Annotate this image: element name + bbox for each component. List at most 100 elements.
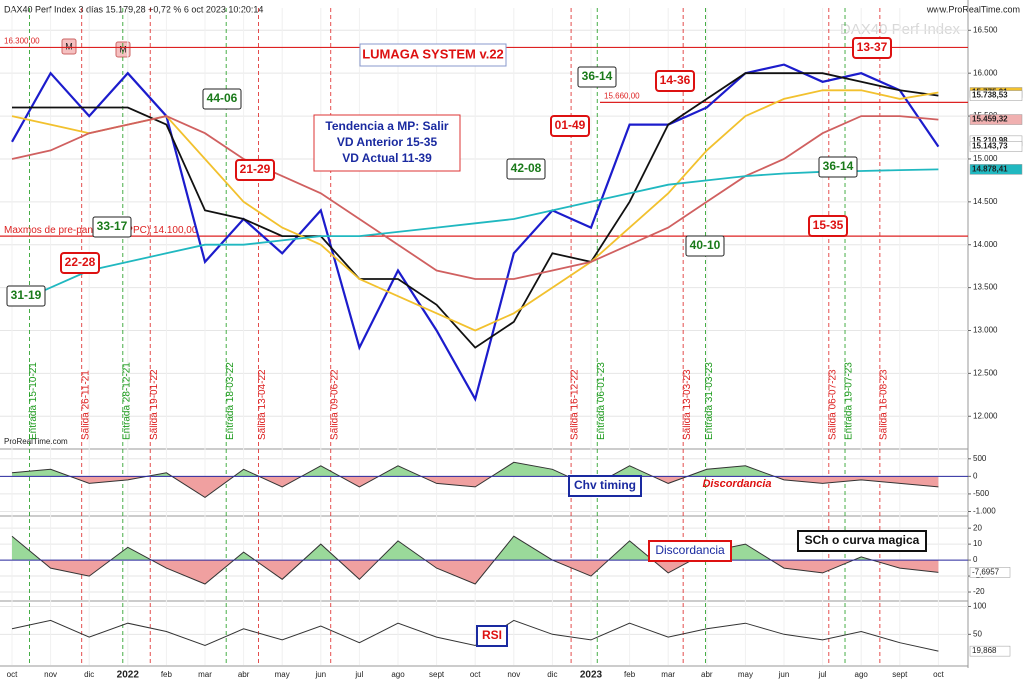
instrument: DAX40 Perf Index 3 días 15.179,28 +0,72 … — [4, 4, 263, 14]
x-tick-label: abr — [701, 670, 713, 679]
price-badge-label: 15.210,98 — [972, 136, 1008, 145]
x-tick-label: may — [738, 670, 753, 679]
price-badge-label: 15.143,73 — [972, 142, 1008, 151]
x-tick-label: oct — [933, 670, 944, 679]
x-tick-label: dic — [84, 670, 94, 679]
y-tick-label: -1.000 — [973, 507, 996, 516]
x-tick-label: dic — [547, 670, 557, 679]
time-box — [852, 37, 892, 59]
signal-label: Entrada 06-01-23 — [596, 362, 607, 440]
series-line — [11, 168, 939, 306]
time-box-label: 13-37 — [857, 40, 888, 54]
time-box-label: 15-35 — [813, 218, 844, 232]
note-line: Tendencia a MP: Salir — [325, 119, 448, 133]
signal-label: Salida 16-12-22 — [570, 369, 581, 440]
time-box-label: 40-10 — [690, 238, 721, 252]
time-box — [818, 156, 858, 178]
price-badge-label: 14.878,41 — [972, 164, 1008, 173]
panel-label: Discordancia — [702, 478, 771, 490]
x-tick-label: ago — [855, 670, 869, 679]
signal-label: Salida 26-11-21 — [80, 370, 91, 440]
time-box-label: 21-29 — [240, 162, 271, 176]
title-box — [359, 43, 507, 67]
y-tick-label: 14.500 — [973, 197, 998, 206]
time-box — [550, 115, 590, 137]
time-box — [506, 158, 546, 180]
time-box — [6, 285, 46, 307]
site: www.ProRealTime.com — [926, 4, 1020, 14]
signal-label: Salida 13-04-22 — [257, 369, 268, 440]
oscillator-line — [11, 535, 939, 585]
x-tick-label: oct — [7, 670, 18, 679]
x-tick-label: oct — [470, 670, 481, 679]
series-line — [12, 72, 939, 349]
value-badge-label: -7,6957 — [972, 567, 1000, 576]
y-tick-label: 20 — [973, 523, 982, 532]
signal-label: Salida 06-07-23 — [827, 369, 838, 440]
x-tick-label: mar — [198, 670, 212, 679]
signal-label: Entrada 18-03-22 — [225, 362, 236, 440]
price-badge-label: 15.738,53 — [972, 91, 1008, 100]
y-tick-label: 12.500 — [973, 368, 998, 377]
panel-label: Discordancia — [655, 543, 725, 557]
y-tick-label: 50 — [973, 629, 982, 638]
negative-area — [69, 476, 939, 498]
level-label: 15.660,00 — [604, 91, 640, 100]
x-tick-label: abr — [238, 670, 250, 679]
price-badge — [969, 90, 1023, 101]
time-box-label: 01-49 — [555, 118, 586, 132]
label-box — [648, 540, 732, 562]
y-tick-label: 500 — [973, 454, 987, 463]
marker: M — [119, 44, 127, 54]
y-tick-label: 16.000 — [973, 68, 998, 77]
y-tick-label: 15.000 — [973, 154, 998, 163]
time-box-label: 31-19 — [11, 288, 42, 302]
positive-area — [12, 462, 939, 477]
signal-label: Entrada 19-07-23 — [844, 362, 855, 440]
time-box — [808, 215, 848, 237]
value-badge-label: 19,868 — [972, 646, 997, 655]
x-tick-label: ago — [391, 670, 405, 679]
x-tick-label: feb — [624, 670, 636, 679]
signal-label: Entrada 31-03-23 — [704, 362, 715, 440]
logo: ProRealTime.com — [4, 437, 68, 446]
value-badge — [969, 645, 1011, 657]
time-box-label: 42-08 — [511, 161, 542, 175]
note-box — [313, 114, 461, 172]
time-box-label: 14-36 — [660, 73, 691, 87]
negative-area — [40, 560, 939, 584]
time-box-label: 36-14 — [582, 69, 613, 83]
y-tick-label: 12.000 — [973, 411, 998, 420]
marker: M — [65, 41, 73, 51]
price-badge-label: 15.459,32 — [972, 115, 1008, 124]
value-badge — [969, 567, 1011, 578]
time-box — [235, 159, 275, 181]
x-tick-label: may — [275, 670, 290, 679]
x-tick-label: nov — [44, 670, 57, 679]
price-badge — [969, 141, 1023, 152]
x-tick-label: sept — [892, 670, 908, 679]
note-line: VD Anterior 15-35 — [337, 135, 438, 149]
y-tick-label: 0 — [973, 555, 978, 564]
time-box — [60, 252, 100, 274]
y-tick-label: 10 — [973, 539, 982, 548]
x-tick-label: jul — [818, 670, 827, 679]
x-tick-label: jul — [354, 670, 363, 679]
time-box-label: 22-28 — [65, 255, 96, 269]
price-badge — [969, 114, 1023, 125]
title: LUMAGA SYSTEM v.22 — [362, 46, 504, 61]
y-tick-label: -20 — [973, 587, 985, 596]
signal-label: Salida 09-06-22 — [329, 369, 340, 440]
y-tick-label: -500 — [973, 489, 990, 498]
signal-label: Entrada 28-12-21 — [121, 362, 132, 440]
oscillator-line — [11, 461, 939, 499]
y-tick-label: 14.000 — [973, 240, 998, 249]
note-line: VD Actual 11-39 — [342, 151, 432, 165]
signal-label: Salida 13-03-23 — [682, 369, 693, 440]
signal-label: Salida 19-01-22 — [149, 369, 160, 440]
time-box — [685, 235, 725, 257]
x-tick-label: sept — [429, 670, 445, 679]
x-tick-label: jun — [778, 670, 790, 679]
